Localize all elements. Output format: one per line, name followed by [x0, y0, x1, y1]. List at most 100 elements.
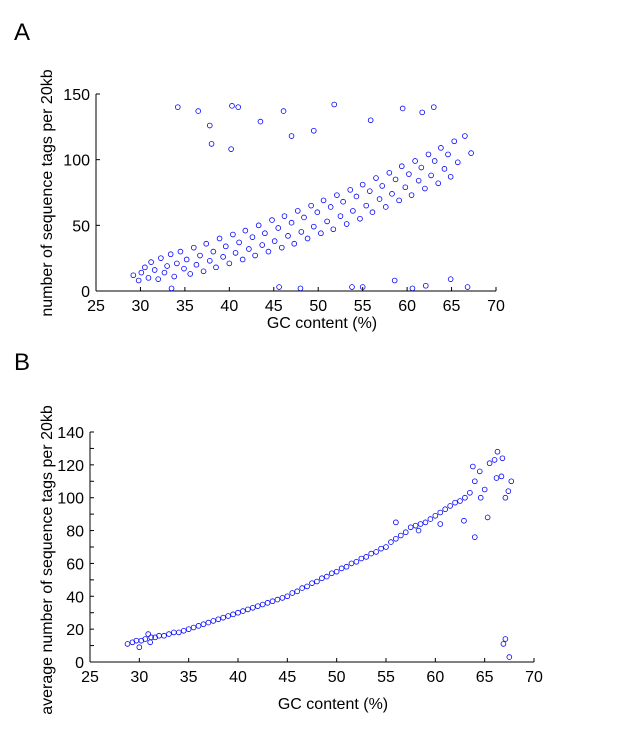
data-point-a: [369, 209, 376, 216]
data-point-b: [230, 611, 236, 618]
data-point-a: [347, 187, 354, 193]
data-point-a: [206, 257, 213, 264]
data-point-a: [285, 233, 291, 239]
data-point-a: [177, 248, 184, 255]
data-point-a: [265, 248, 272, 255]
data-point-b: [484, 514, 491, 521]
x-tick-label-b: 25: [81, 669, 99, 686]
data-point-a: [138, 269, 145, 276]
data-point-a: [330, 226, 337, 233]
data-point-a: [239, 256, 246, 263]
data-point-a: [229, 103, 235, 109]
data-point-b: [432, 512, 439, 519]
data-point-b: [205, 619, 212, 626]
data-point-a: [158, 255, 164, 261]
data-point-b: [368, 550, 375, 557]
data-point-a: [235, 104, 242, 110]
data-point-b: [176, 629, 182, 636]
data-point-a: [203, 240, 210, 247]
data-point-b: [498, 473, 505, 480]
x-tick-label-a: 70: [487, 298, 505, 315]
data-point-b: [452, 499, 458, 506]
data-point-b: [185, 626, 192, 632]
data-point-a: [278, 244, 285, 251]
data-point-b: [269, 598, 276, 605]
data-point-a: [281, 213, 288, 219]
data-point-a: [379, 183, 386, 189]
data-point-a: [343, 221, 350, 227]
y-tick-label-b: 140: [57, 425, 84, 442]
data-point-a: [257, 118, 264, 125]
data-point-a: [174, 260, 180, 267]
data-point-a: [418, 164, 425, 171]
data-point-a: [308, 202, 314, 209]
data-point-b: [502, 636, 509, 642]
data-point-a: [161, 269, 168, 276]
data-point-b: [502, 494, 509, 501]
data-point-b: [422, 519, 429, 526]
x-tick-label-b: 55: [377, 669, 395, 686]
data-point-a: [386, 170, 393, 176]
data-point-b: [506, 654, 513, 660]
data-point-a: [301, 214, 307, 221]
data-point-a: [236, 239, 242, 246]
data-point-a: [327, 204, 334, 210]
data-point-a: [271, 238, 278, 244]
data-point-a: [396, 197, 402, 204]
y-tick-label-b: 0: [75, 655, 84, 672]
data-point-a: [187, 271, 194, 277]
data-point-b: [442, 506, 449, 513]
data-point-b: [417, 521, 424, 527]
data-point-a: [406, 171, 412, 177]
data-point-b: [319, 575, 325, 582]
data-point-a: [252, 252, 258, 259]
data-point-a: [216, 235, 223, 242]
data-point-a: [222, 243, 229, 250]
x-tick-label-a: 65: [443, 298, 461, 315]
data-point-a: [310, 127, 317, 134]
data-point-a: [242, 227, 249, 234]
x-tick-label-b: 65: [476, 669, 494, 686]
data-point-a: [363, 202, 370, 209]
data-point-b: [447, 503, 453, 509]
data-point-b: [437, 521, 444, 527]
data-point-a: [148, 259, 154, 265]
data-point-a: [197, 252, 203, 259]
data-point-a: [220, 254, 226, 260]
data-point-a: [376, 196, 383, 202]
x-tick-label-a: 50: [309, 298, 327, 315]
data-point-b: [284, 593, 291, 600]
data-point-b: [500, 641, 507, 647]
data-point-a: [353, 193, 360, 200]
data-point-a: [181, 265, 187, 272]
data-point-b: [250, 604, 256, 611]
points-b: [124, 448, 515, 660]
data-point-a: [168, 285, 175, 292]
data-point-a: [230, 231, 236, 238]
data-point-a: [320, 197, 327, 204]
data-point-a: [408, 192, 415, 198]
y-tick-label-b: 120: [57, 458, 84, 475]
data-point-a: [367, 117, 374, 124]
data-point-b: [323, 573, 330, 580]
data-point-a: [195, 108, 202, 114]
data-point-a: [269, 217, 275, 223]
data-point-b: [407, 524, 414, 531]
data-point-b: [171, 629, 177, 636]
data-point-a: [431, 158, 438, 164]
data-point-b: [333, 568, 340, 575]
data-point-b: [415, 527, 422, 534]
data-point-b: [358, 555, 365, 562]
data-point-b: [210, 618, 217, 624]
panel-label-a: A: [14, 19, 30, 46]
data-point-b: [145, 631, 152, 637]
data-point-a: [174, 104, 181, 110]
data-point-b: [471, 534, 478, 540]
data-point-a: [171, 273, 178, 280]
data-point-b: [343, 563, 350, 570]
data-point-a: [331, 101, 338, 108]
y-tick-label-b: 100: [57, 491, 84, 508]
data-point-b: [353, 558, 360, 565]
axes-a: 25 30 35 40 45 50 55 60 65 70 0 50 100 150: [63, 87, 505, 315]
